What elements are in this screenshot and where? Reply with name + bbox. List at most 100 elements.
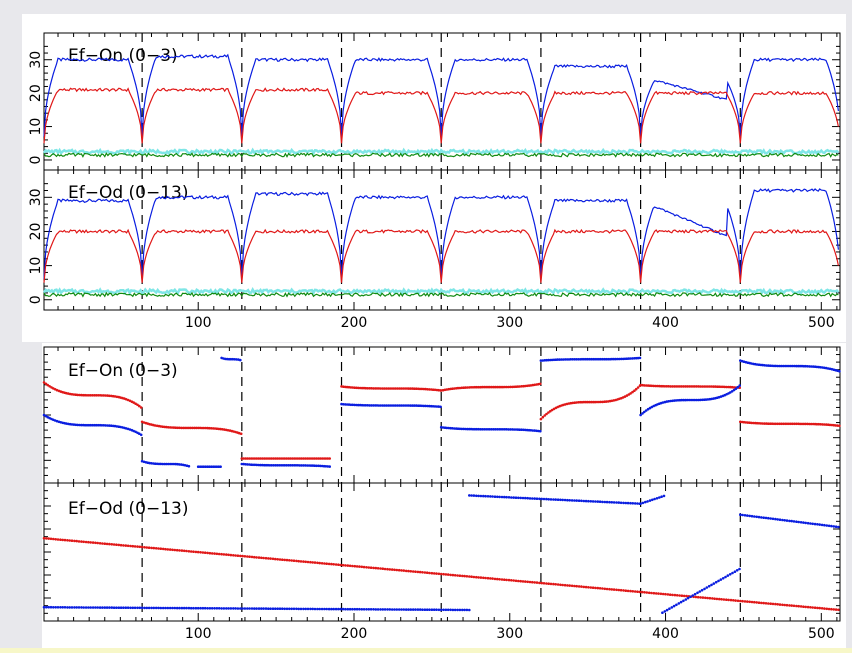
data-point-blue (776, 518, 779, 521)
data-point-red (763, 422, 766, 425)
data-point-red (306, 457, 309, 460)
data-point-blue (180, 606, 184, 610)
data-point-red (136, 403, 139, 407)
data-point-blue (710, 583, 713, 587)
data-point-red (330, 562, 333, 566)
data-point-red (774, 602, 777, 606)
data-point-blue (783, 519, 786, 522)
data-point-red (825, 423, 828, 426)
data-point-blue (545, 497, 548, 501)
data-point-red (678, 385, 682, 388)
data-point-red (512, 385, 516, 389)
data-point-blue (584, 499, 588, 503)
data-point-red (671, 385, 674, 388)
data-point-blue (719, 578, 723, 581)
data-point-red (260, 556, 263, 560)
data-point-blue (437, 405, 441, 408)
data-point-red (656, 384, 659, 388)
data-point-blue (175, 606, 179, 610)
data-point-red (80, 540, 83, 543)
data-point-blue (72, 423, 76, 426)
data-point-red (577, 585, 581, 588)
data-point-red (528, 580, 532, 584)
data-point-blue (278, 607, 282, 610)
data-point-blue (674, 399, 678, 402)
data-point-blue (332, 607, 336, 611)
data-point-blue (686, 398, 689, 402)
data-point-blue (605, 357, 608, 361)
data-point-blue (730, 390, 734, 393)
data-point-red (492, 385, 495, 389)
data-point-red (195, 426, 198, 430)
data-point-blue (479, 494, 483, 498)
data-point-blue (159, 606, 163, 610)
data-point-blue (272, 464, 275, 467)
data-point-red (283, 457, 287, 460)
data-point-blue (251, 463, 255, 467)
data-point-red (368, 387, 371, 390)
data-point-blue (395, 608, 399, 611)
data-point-blue (550, 358, 554, 362)
data-point-red (729, 385, 732, 389)
data-point-red (136, 545, 139, 548)
data-point-blue (670, 606, 674, 609)
data-point-red (816, 606, 819, 610)
data-point-blue (486, 495, 490, 498)
data-point-blue (229, 607, 233, 610)
data-point-blue (556, 358, 559, 361)
data-point-red (46, 383, 49, 387)
data-point-blue (387, 404, 390, 407)
data-point-blue (302, 464, 305, 467)
data-point-red (334, 563, 338, 566)
data-point-red (701, 596, 705, 599)
data-point-blue (679, 600, 683, 604)
data-point-red (379, 567, 382, 570)
data-point-red (351, 564, 354, 568)
data-point-blue (525, 428, 529, 432)
data-point-red (778, 422, 781, 426)
data-point-red (268, 457, 272, 460)
data-point-red (510, 579, 513, 582)
data-point-blue (80, 423, 83, 427)
data-point-blue (563, 498, 567, 502)
data-point-red (82, 540, 85, 544)
data-point-red (556, 583, 560, 586)
data-point-red (415, 387, 418, 391)
data-point-red (166, 548, 170, 551)
data-point-blue (597, 357, 601, 361)
data-point-red (610, 588, 614, 591)
data-point-blue (358, 607, 361, 611)
data-point-blue (472, 494, 476, 497)
data-point-red (367, 566, 371, 569)
data-point-blue (689, 398, 693, 402)
data-point-blue (73, 606, 76, 609)
data-point-blue (676, 399, 680, 402)
data-point-blue (119, 606, 123, 609)
data-point-blue (243, 607, 247, 610)
data-point-blue (102, 424, 106, 427)
data-point-blue (355, 607, 359, 611)
data-point-red (582, 400, 586, 404)
data-point-red (309, 457, 313, 460)
data-point-blue (634, 356, 638, 360)
data-point-red (552, 582, 555, 586)
data-point-red (401, 387, 405, 390)
data-point-red (682, 385, 685, 388)
data-point-blue (192, 606, 195, 610)
data-point-red (723, 385, 726, 389)
data-point-red (365, 566, 368, 569)
data-point-blue (170, 462, 174, 466)
data-point-blue (386, 608, 389, 611)
data-point-blue (208, 607, 212, 610)
data-point-red (780, 422, 783, 426)
data-point-blue (167, 462, 170, 466)
data-point-red (488, 385, 492, 389)
data-point-blue (56, 606, 60, 609)
data-point-blue (453, 608, 457, 612)
data-point-blue (145, 606, 149, 610)
data-point-red (601, 400, 604, 404)
data-point-blue (110, 606, 114, 609)
data-point-blue (778, 364, 781, 368)
data-point-blue (568, 499, 571, 502)
data-point-red (196, 550, 200, 554)
